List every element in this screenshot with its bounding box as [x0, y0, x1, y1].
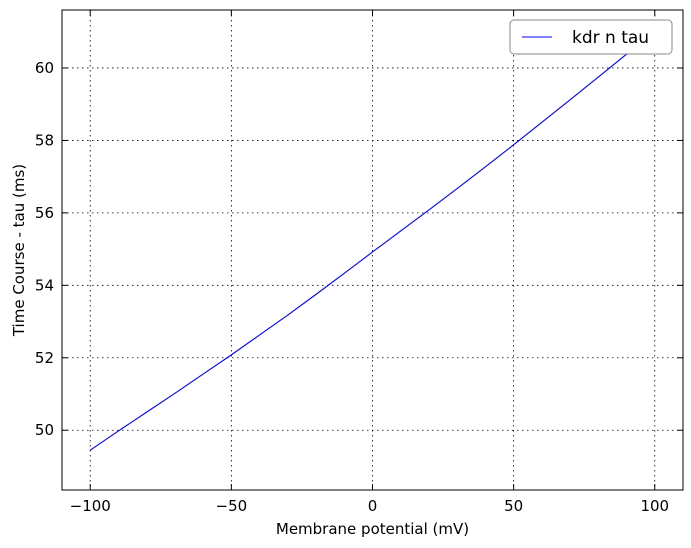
series-layer — [89, 49, 655, 451]
plot-frame — [61, 9, 684, 491]
y-tick-label: 56 — [35, 204, 54, 222]
legend-box — [509, 19, 673, 55]
y-tick-label: 50 — [35, 421, 54, 439]
legend: kdr n tau — [509, 19, 673, 55]
y-tick-label: 60 — [35, 59, 54, 77]
series-line-kdr-n-tau — [89, 49, 655, 451]
y-axis-title: Time Course - tau (ms) — [10, 164, 28, 337]
grid — [62, 10, 683, 490]
y-tick-label: 52 — [35, 349, 54, 367]
ticks: −100 −50 0 50 100 50 52 54 56 58 60 — [35, 10, 683, 515]
x-tick-label: 50 — [504, 497, 523, 515]
x-axis-title: Membrane potential (mV) — [276, 520, 469, 538]
x-tick-label: −100 — [70, 497, 111, 515]
x-tick-label: −50 — [216, 497, 248, 515]
x-tick-label: 0 — [368, 497, 378, 515]
legend-label-kdr-n-tau: kdr n tau — [572, 28, 649, 48]
y-tick-label: 58 — [35, 131, 54, 149]
y-tick-label: 54 — [35, 276, 54, 294]
x-tick-label: 100 — [640, 497, 669, 515]
